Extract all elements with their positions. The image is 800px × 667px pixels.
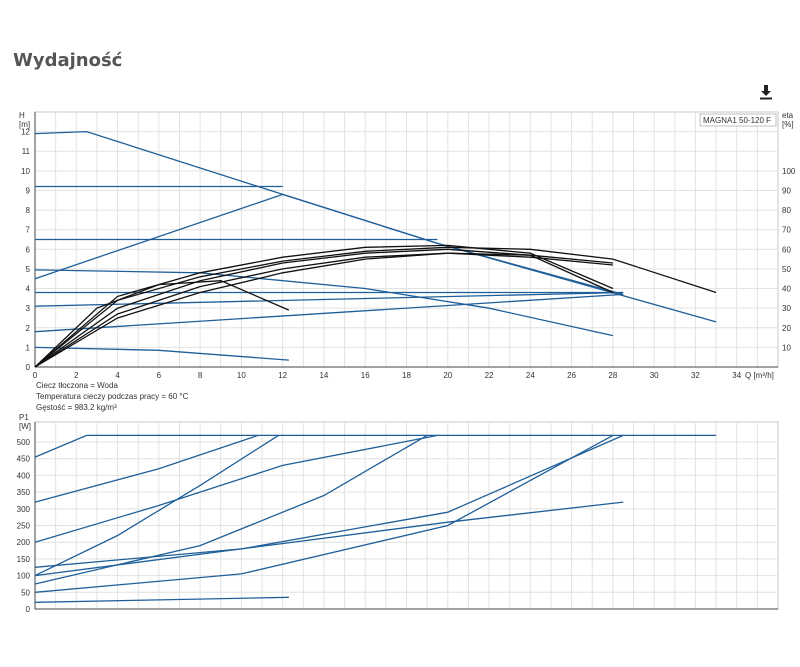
head-curve: [34, 193, 283, 280]
x-tick-label: 2: [74, 371, 79, 380]
x-tick-label: 8: [198, 371, 203, 380]
y2-tick-label: 30: [782, 304, 791, 313]
y-tick-label: 3: [26, 304, 31, 313]
y-tick-label: 9: [26, 186, 31, 195]
y-tick-label: 500: [17, 438, 31, 447]
download-icon[interactable]: [758, 84, 774, 100]
power-chart: 0 50 100 150 200 250 300 350 400 450 500 P1[W]: [17, 413, 779, 614]
y-tick-label: 8: [26, 206, 31, 215]
head-curve: [34, 293, 624, 333]
y-tick-label: 150: [17, 555, 31, 564]
head-curve: [282, 193, 717, 323]
fluid-note: Ciecz tłoczona = Woda: [36, 381, 118, 390]
power-curve: [34, 501, 624, 577]
y-tick-label: 350: [17, 488, 31, 497]
x-tick-label: 12: [278, 371, 287, 380]
y2-tick-label: 70: [782, 226, 791, 235]
power-curve: [34, 434, 438, 543]
head-curve: [34, 269, 614, 337]
page-title: Wydajność: [13, 50, 123, 71]
y-tick-label: 100: [17, 572, 31, 581]
y2-tick-label: 60: [782, 245, 791, 254]
x-tick-label: 30: [650, 371, 659, 380]
x-tick-label: 18: [402, 371, 411, 380]
y-tick-label: 450: [17, 455, 31, 464]
efficiency-curve: [34, 252, 613, 368]
y-tick-label: 7: [26, 226, 31, 235]
efficiency-curve: [34, 280, 290, 368]
y-tick-label: 5: [26, 265, 31, 274]
x-tick-label: 4: [115, 371, 120, 380]
y2-tick-label: 50: [782, 265, 791, 274]
power-curve: [34, 434, 624, 568]
y-tick-label: 250: [17, 522, 31, 531]
efficiency-curve: [34, 246, 717, 368]
y2-tick-label: 20: [782, 324, 791, 333]
x-tick-label: 22: [485, 371, 494, 380]
power-curve: [34, 434, 428, 585]
y-tick-label: 0: [26, 605, 31, 614]
y2-axis-unit: [%]: [782, 120, 794, 129]
x-tick-label: 16: [361, 371, 370, 380]
fluid-note: Gęstość = 983.2 kg/m³: [36, 403, 117, 412]
x-tick-label: 26: [567, 371, 576, 380]
y-tick-label: 50: [21, 588, 30, 597]
power-curve: [34, 596, 289, 603]
power-curve: [34, 434, 259, 503]
x-axis-label: Q [m³/h]: [745, 371, 774, 380]
y-tick-label: 2: [26, 324, 31, 333]
y-tick-label: 6: [26, 245, 31, 254]
y-tick-label: 1: [26, 343, 31, 352]
y-tick-label: 4: [26, 285, 31, 294]
y2-axis-label: eta: [782, 111, 794, 120]
y-axis-label: H: [19, 111, 25, 120]
y2-tick-label: 100: [782, 167, 796, 176]
x-tick-label: 34: [732, 371, 741, 380]
power-curve: [34, 434, 279, 577]
y-tick-label: 12: [21, 128, 30, 137]
x-tick-label: 24: [526, 371, 535, 380]
x-tick-label: 20: [443, 371, 452, 380]
y-tick-label: 200: [17, 538, 31, 547]
efficiency-curve: [34, 252, 613, 368]
x-tick-label: 10: [237, 371, 246, 380]
power-curve: [34, 434, 614, 593]
y2-tick-label: 10: [782, 343, 791, 352]
x-tick-label: 0: [33, 371, 38, 380]
y2-tick-label: 40: [782, 285, 791, 294]
y2-tick-label: 80: [782, 206, 791, 215]
y2-tick-label: 90: [782, 186, 791, 195]
x-tick-label: 28: [608, 371, 617, 380]
x-tick-label: 14: [319, 371, 328, 380]
y-tick-label: 300: [17, 505, 31, 514]
model-label: MAGNA1 50-120 F: [703, 116, 771, 125]
head-curve: [34, 346, 289, 361]
y-tick-label: 10: [21, 167, 30, 176]
model-label-box: [699, 113, 777, 127]
y-tick-label: 400: [17, 471, 31, 480]
y-axis-unit: [m]: [19, 120, 30, 129]
y-tick-label: 0: [26, 363, 31, 372]
fluid-note: Temperatura cieczy podczas pracy = 60 °C: [36, 392, 189, 401]
power-curve: [34, 434, 717, 458]
y-axis-unit: [W]: [19, 422, 31, 431]
x-tick-label: 32: [691, 371, 700, 380]
y-tick-label: 11: [22, 147, 31, 156]
x-tick-label: 6: [157, 371, 162, 380]
y-axis-label: P1: [19, 413, 29, 422]
head-curve: [34, 291, 624, 307]
efficiency-curve: [34, 244, 614, 368]
